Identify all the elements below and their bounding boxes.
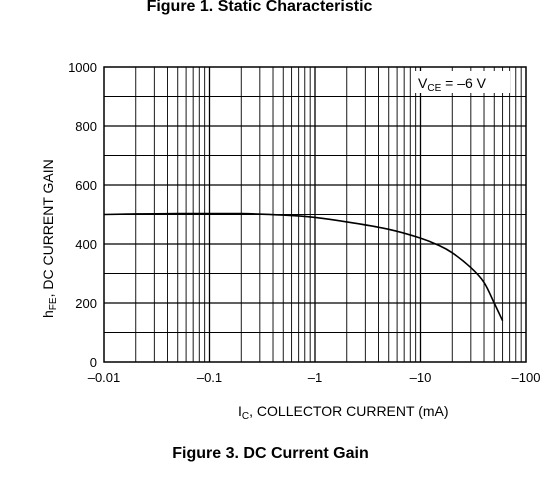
y-tick-label: 0: [90, 355, 97, 370]
y-tick-label: 600: [75, 178, 97, 193]
x-tick-label: –10: [410, 370, 432, 385]
x-tick-label: –1: [308, 370, 322, 385]
y-tick-labels: 0 200 400 600 800 1000: [68, 60, 97, 370]
x-axis-label: IC, COLLECTOR CURRENT (mA): [238, 403, 449, 422]
annotation-background: [412, 71, 510, 93]
y-tick-label: 1000: [68, 60, 97, 75]
hfe-curve: [103, 212, 504, 322]
y-axis-label: hFE, DC CURRENT GAIN: [40, 159, 59, 318]
x-tick-label: –0.1: [197, 370, 222, 385]
vce-annotation: VCE = –6 V: [418, 75, 487, 94]
y-tick-label: 200: [75, 296, 97, 311]
series-group: [103, 212, 504, 322]
x-tick-labels: –0.01 –0.1 –1 –10 –100: [88, 370, 541, 385]
y-tick-label: 800: [75, 119, 97, 134]
figure-1-title: Figure 1. Static Characteristic: [146, 0, 373, 15]
major-grid: [104, 67, 526, 362]
x-tick-label: –100: [512, 370, 541, 385]
figure-3-title: Figure 3. DC Current Gain: [172, 445, 369, 462]
x-tick-label: –0.01: [88, 370, 121, 385]
y-tick-label: 400: [75, 237, 97, 252]
